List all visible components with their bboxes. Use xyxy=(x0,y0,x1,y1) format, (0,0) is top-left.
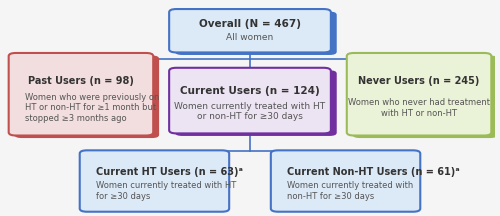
FancyBboxPatch shape xyxy=(352,56,497,138)
Text: Never Users (n = 245): Never Users (n = 245) xyxy=(358,76,480,86)
FancyBboxPatch shape xyxy=(169,9,331,52)
FancyBboxPatch shape xyxy=(175,12,336,55)
Text: Women who never had treatment
with HT or non-HT: Women who never had treatment with HT or… xyxy=(348,98,490,118)
Text: Women who were previously on
HT or non-HT for ≥1 month but
stopped ≥3 months ago: Women who were previously on HT or non-H… xyxy=(25,93,159,123)
Text: Women currently treated with HT
or non-HT for ≥30 days: Women currently treated with HT or non-H… xyxy=(174,102,326,121)
FancyBboxPatch shape xyxy=(14,56,159,138)
Text: Past Users (n = 98): Past Users (n = 98) xyxy=(28,76,134,86)
Text: Overall (N = 467): Overall (N = 467) xyxy=(199,19,301,29)
FancyBboxPatch shape xyxy=(271,150,420,212)
Text: Women currently treated with HT
for ≥30 days: Women currently treated with HT for ≥30 … xyxy=(96,181,236,201)
FancyBboxPatch shape xyxy=(175,70,336,136)
Text: Current Users (n = 124): Current Users (n = 124) xyxy=(180,86,320,95)
FancyBboxPatch shape xyxy=(347,53,492,135)
Text: All women: All women xyxy=(226,33,274,42)
Text: Current Non-HT Users (n = 61)ᵃ: Current Non-HT Users (n = 61)ᵃ xyxy=(287,167,460,177)
FancyBboxPatch shape xyxy=(8,53,153,135)
Text: Women currently treated with
non-HT for ≥30 days: Women currently treated with non-HT for … xyxy=(287,181,413,201)
Text: Current HT Users (n = 63)ᵃ: Current HT Users (n = 63)ᵃ xyxy=(96,167,243,177)
FancyBboxPatch shape xyxy=(169,68,331,133)
FancyBboxPatch shape xyxy=(80,150,229,212)
